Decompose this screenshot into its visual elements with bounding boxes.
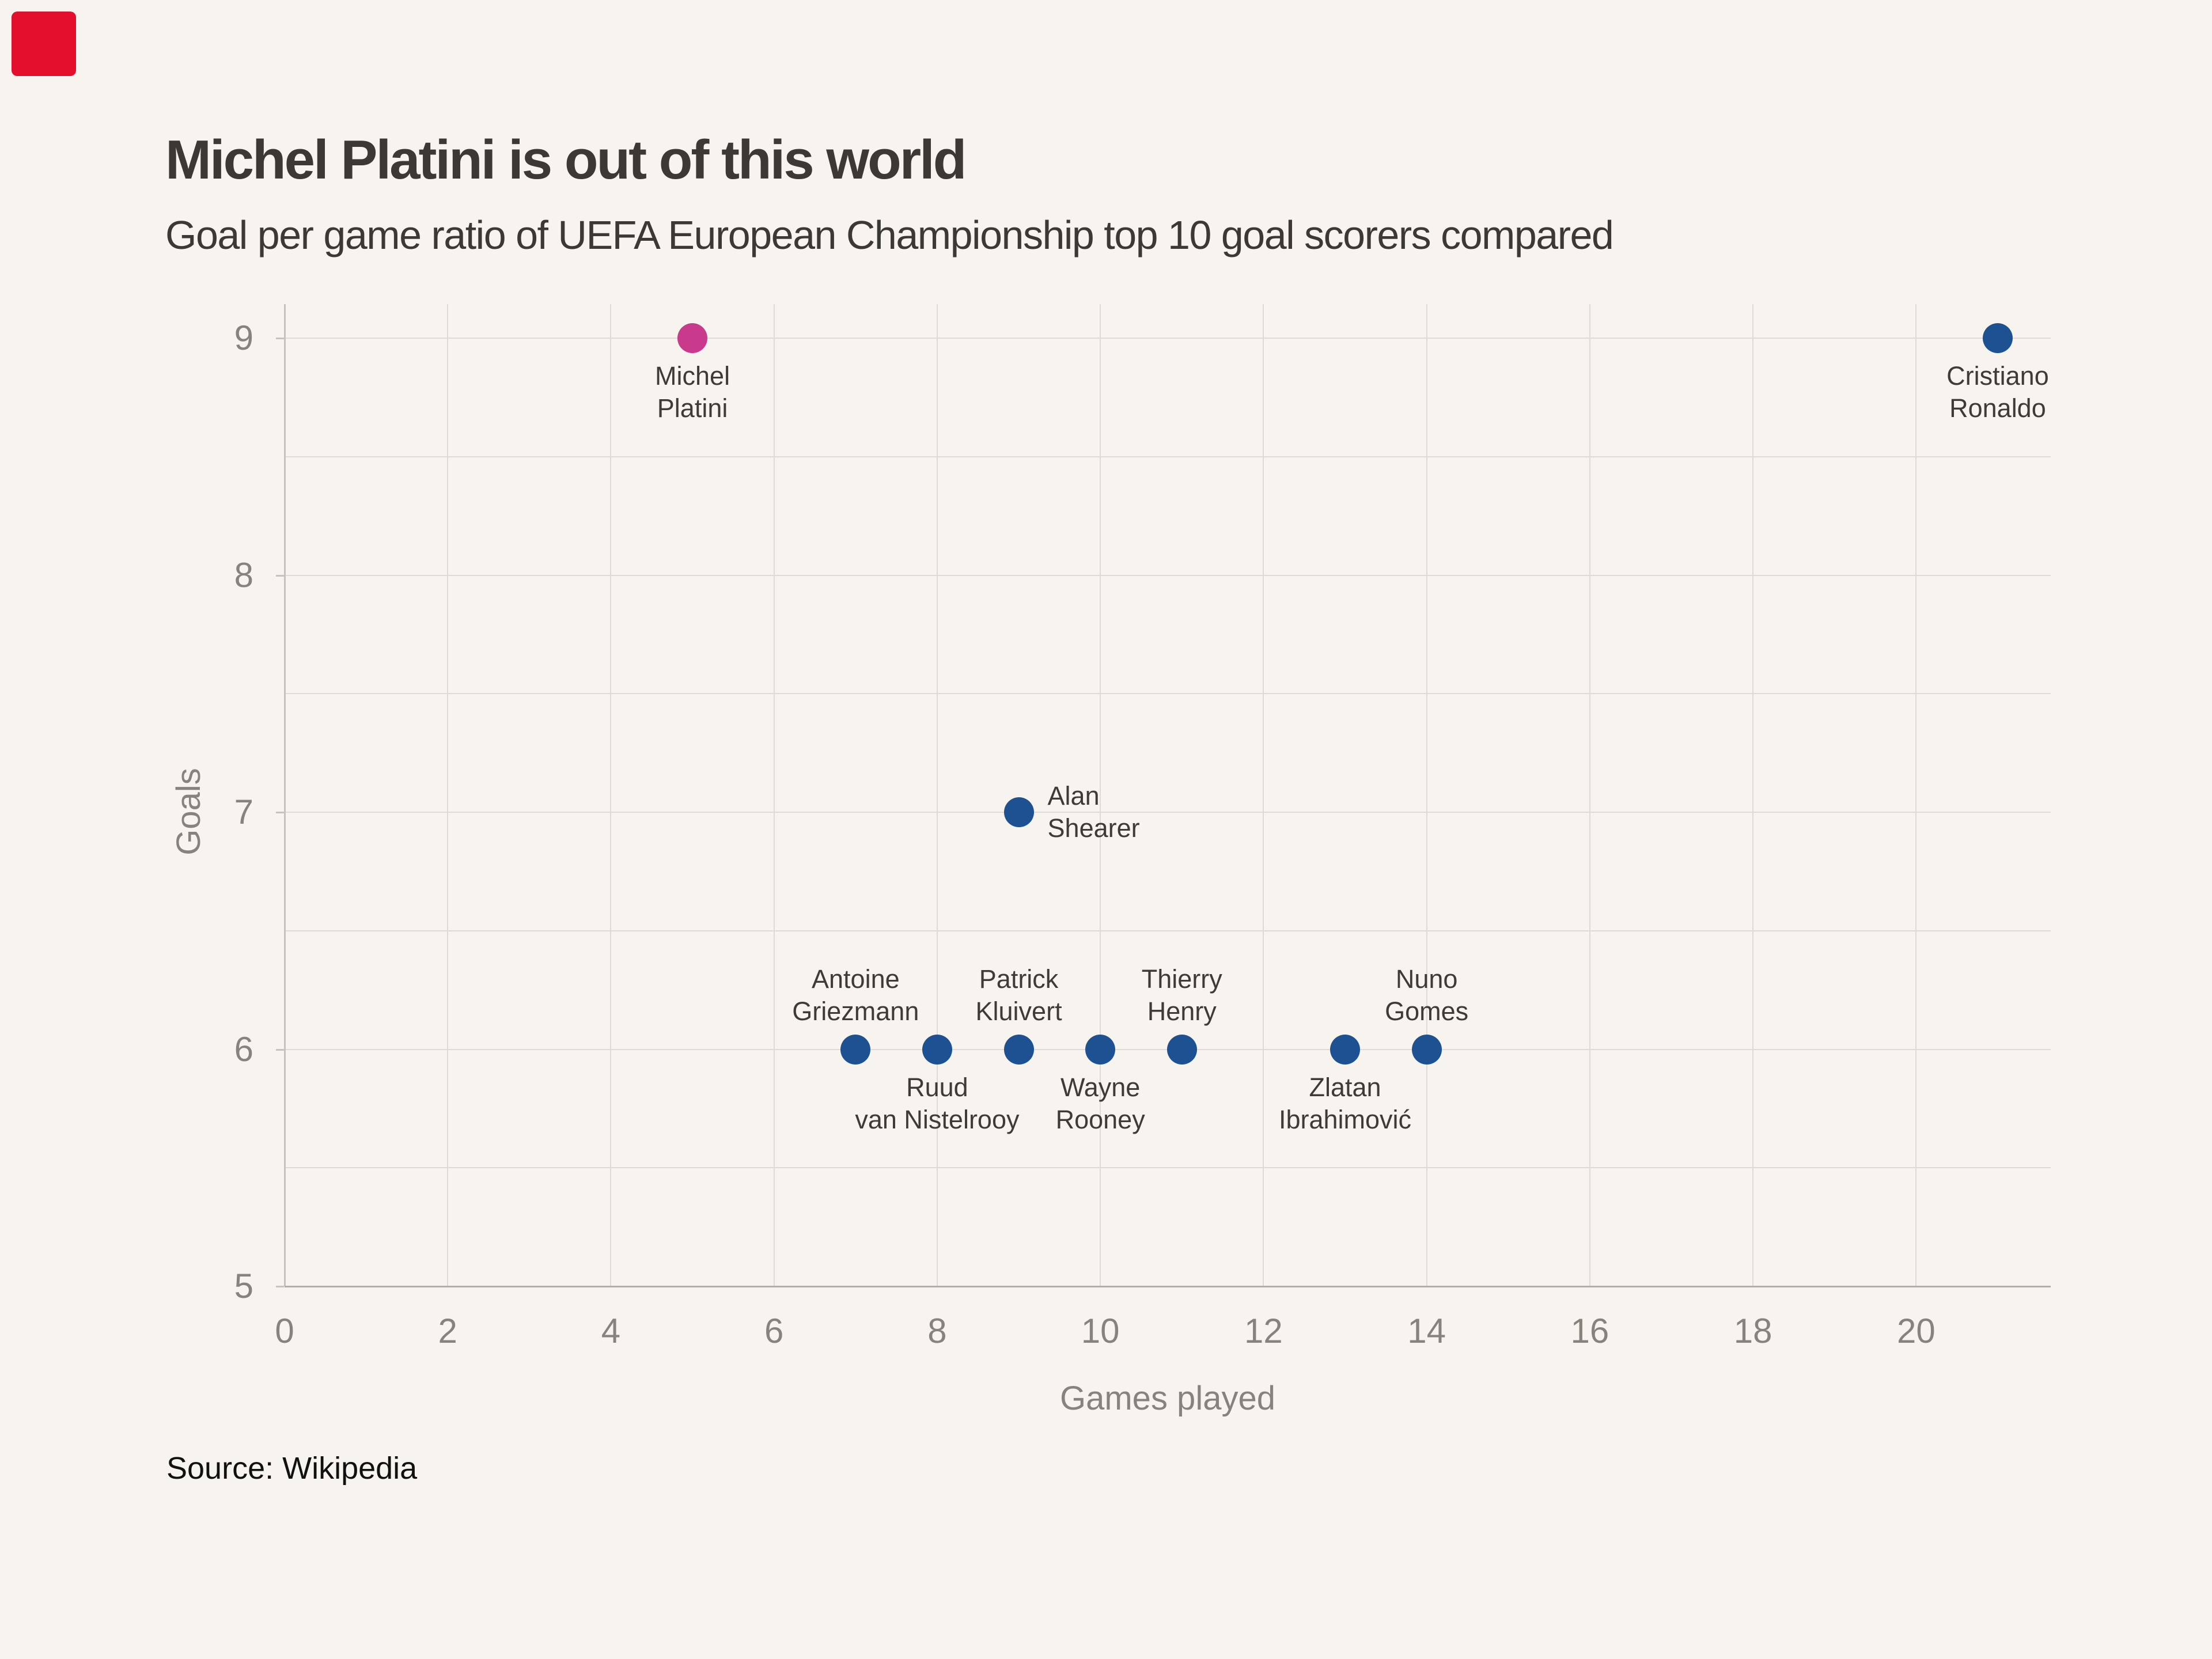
point-label-line: Nuno (1395, 964, 1458, 994)
x-tick-label: 10 (1081, 1312, 1120, 1350)
y-tick-mark (276, 1048, 284, 1051)
y-gridline (285, 338, 2051, 339)
point-label: Thierry Henry (998, 963, 1366, 1028)
data-point-ruud-van-nistelrooy[interactable] (922, 1034, 952, 1065)
y-tick-label: 6 (234, 1029, 253, 1069)
point-label: Cristiano Ronaldo (1813, 360, 2182, 425)
x-tick-label: 8 (927, 1312, 947, 1350)
point-label: Antoine Griezmann (671, 963, 1040, 1028)
y-tick-label: 9 (234, 319, 253, 358)
x-tick-label: 4 (601, 1312, 621, 1350)
point-label: Zlatan Ibrahimović (1161, 1071, 1529, 1136)
y-gridline (285, 1167, 2051, 1169)
chart-subtitle: Goal per game ratio of UEFA European Cha… (165, 213, 1614, 257)
point-label-line: Gomes (1385, 996, 1469, 1026)
point-label: Nuno Gomes (1243, 963, 1611, 1028)
y-gridline (285, 693, 2051, 695)
y-tick-mark (276, 338, 284, 340)
red-corner-marker (12, 12, 76, 76)
point-label-line: Kluivert (975, 996, 1062, 1026)
x-axis-title: Games played (1060, 1380, 1275, 1417)
point-label-line: Thierry (1141, 964, 1222, 994)
data-point-thierry-henry[interactable] (1166, 1034, 1197, 1065)
point-label-line: Ronaldo (1949, 393, 2046, 423)
chart-title: Michel Platini is out of this world (165, 129, 967, 191)
point-label-line: van Nistelrooy (855, 1104, 1020, 1134)
x-gridline (447, 304, 449, 1286)
data-point-antoine-griezmann[interactable] (840, 1034, 871, 1065)
point-label: Ruud van Nistelrooy (753, 1071, 1122, 1136)
x-gridline (1426, 304, 1427, 1286)
x-tick-label: 6 (764, 1312, 784, 1350)
y-tick-label: 8 (234, 555, 253, 594)
y-axis-line (284, 304, 286, 1286)
point-label-line: Henry (1147, 996, 1217, 1026)
x-tick-label: 2 (438, 1312, 457, 1350)
x-gridline (610, 304, 612, 1286)
x-tick-label: 18 (1733, 1312, 1772, 1350)
x-gridline (1915, 304, 1917, 1286)
point-label-line: Patrick (979, 964, 1059, 994)
x-gridline (1263, 304, 1264, 1286)
x-tick-label: 20 (1896, 1312, 1936, 1350)
y-tick-label: 5 (234, 1267, 253, 1305)
y-gridline (285, 812, 2051, 813)
x-tick-label: 14 (1407, 1312, 1446, 1350)
x-tick-label: 12 (1244, 1312, 1283, 1350)
point-label-line: Shearer (1047, 813, 1140, 843)
data-point-nuno-gomes[interactable] (1411, 1034, 1442, 1065)
point-label-line: Michel (655, 361, 730, 391)
x-tick-label: 0 (275, 1312, 294, 1350)
data-point-zlatan-ibrahimovi-[interactable] (1330, 1034, 1361, 1065)
x-gridline (1752, 304, 1754, 1286)
point-label-line: Wayne (1060, 1072, 1141, 1102)
point-label: Wayne Rooney (916, 1071, 1285, 1136)
y-tick-mark (276, 574, 284, 577)
point-label-line: Alan (1047, 781, 1100, 811)
x-axis-line (285, 1286, 2051, 1287)
x-gridline (773, 304, 775, 1286)
y-gridline (285, 930, 2051, 931)
point-label-line: Rooney (1055, 1104, 1145, 1134)
x-gridline (1100, 304, 1101, 1286)
point-label: Patrick Kluivert (835, 963, 1203, 1028)
y-tick-mark (276, 812, 284, 814)
y-gridline (285, 456, 2051, 457)
data-point-michel-platini[interactable] (677, 323, 708, 354)
point-label: Alan Shearer (1048, 780, 1416, 844)
point-label-line: Platini (657, 393, 728, 423)
data-point-wayne-rooney[interactable] (1085, 1034, 1116, 1065)
point-label-line: Griezmann (792, 996, 919, 1026)
data-point-cristiano-ronaldo[interactable] (1982, 323, 2013, 354)
point-label-line: Ruud (906, 1072, 968, 1102)
point-label-line: Ibrahimović (1278, 1104, 1412, 1134)
y-axis-title: Goals (170, 767, 207, 855)
x-tick-label: 16 (1570, 1312, 1609, 1350)
y-tick-label: 7 (234, 793, 253, 832)
data-point-patrick-kluivert[interactable] (1003, 1034, 1034, 1065)
point-label: Michel Platini (508, 360, 877, 425)
point-label-line: Zlatan (1309, 1072, 1381, 1102)
point-label-line: Cristiano (1946, 361, 2049, 391)
y-tick-mark (276, 1286, 284, 1287)
x-gridline (1589, 304, 1590, 1286)
point-label-line: Antoine (812, 964, 900, 994)
source-note: Source: Wikipedia (166, 1451, 418, 1486)
y-gridline (285, 574, 2051, 576)
data-point-alan-shearer[interactable] (1003, 797, 1034, 828)
x-gridline (936, 304, 938, 1286)
